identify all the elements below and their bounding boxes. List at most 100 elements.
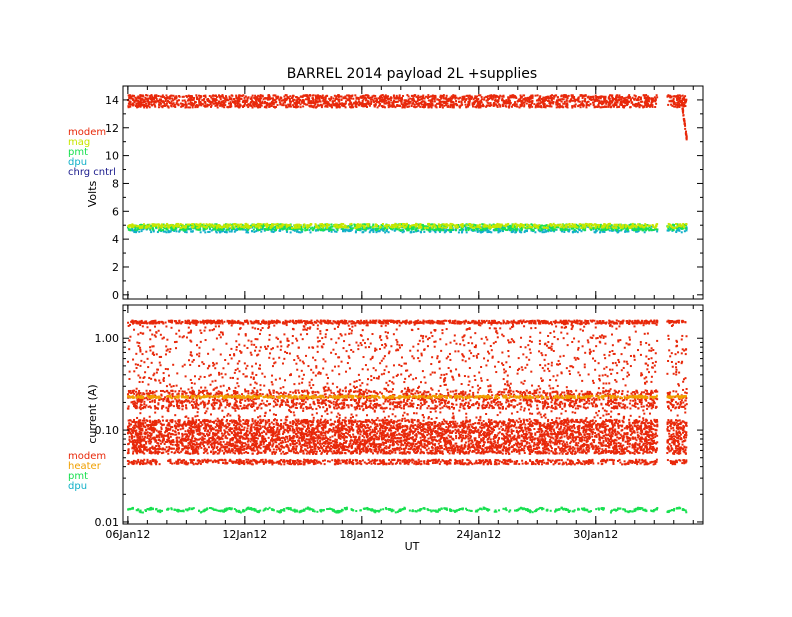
data-point: [154, 104, 156, 106]
data-point: [387, 104, 389, 106]
data-point: [311, 106, 313, 108]
data-point: [222, 95, 224, 97]
data-point: [321, 96, 323, 98]
data-point: [498, 97, 500, 99]
data-point: [566, 100, 568, 102]
data-point: [253, 104, 255, 106]
data-point: [345, 229, 347, 231]
data-point: [633, 104, 635, 106]
data-point: [422, 96, 424, 98]
data-point: [153, 98, 155, 100]
data-point: [582, 103, 584, 105]
data-point: [678, 230, 680, 232]
y-tick-label: 0: [112, 289, 119, 302]
data-point: [539, 97, 541, 99]
data-point: [166, 231, 168, 233]
data-point: [569, 229, 571, 231]
data-point: [550, 223, 552, 225]
data-point: [149, 224, 151, 226]
data-point: [151, 104, 153, 106]
data-point: [301, 102, 303, 104]
data-point: [588, 104, 590, 106]
data-point: [250, 102, 252, 104]
data-point: [178, 225, 180, 227]
data-point: [588, 101, 590, 103]
data-point: [578, 96, 580, 98]
data-point: [455, 100, 457, 102]
data-point: [494, 224, 496, 226]
data-point: [541, 229, 543, 231]
data-point: [574, 105, 576, 107]
data-point: [651, 99, 653, 101]
data-point: [670, 225, 672, 227]
data-point: [586, 103, 588, 105]
data-point: [598, 101, 600, 103]
data-point: [181, 226, 183, 228]
data-point: [220, 98, 222, 100]
data-point: [547, 224, 549, 226]
data-point: [685, 99, 687, 101]
data-point: [443, 94, 445, 96]
data-point: [385, 94, 387, 96]
data-point: [231, 94, 233, 96]
data-point: [493, 104, 495, 106]
data-point: [238, 99, 240, 101]
data-point: [235, 97, 237, 99]
data-point: [337, 229, 339, 231]
data-point: [639, 106, 641, 108]
data-point: [283, 95, 285, 97]
data-point: [316, 225, 318, 227]
data-point: [609, 230, 611, 232]
data-point: [417, 99, 419, 101]
data-point: [129, 224, 131, 226]
data-point: [399, 223, 401, 225]
data-point: [621, 96, 623, 98]
data-point: [379, 103, 381, 105]
data-point: [414, 104, 416, 106]
data-point: [223, 106, 225, 108]
data-point: [310, 228, 312, 230]
data-point: [460, 224, 462, 226]
data-point: [283, 99, 285, 101]
data-point: [190, 231, 192, 233]
data-point: [331, 223, 333, 225]
data-point: [584, 225, 586, 227]
data-point: [326, 227, 328, 229]
data-point: [614, 227, 616, 229]
data-point: [320, 104, 322, 106]
data-point: [299, 226, 301, 228]
data-point: [411, 224, 413, 226]
data-point: [495, 96, 497, 98]
data-point: [257, 106, 259, 108]
data-point: [445, 227, 447, 229]
data-point: [367, 96, 369, 98]
data-point: [564, 101, 566, 103]
data-point: [542, 100, 544, 102]
data-point: [423, 101, 425, 103]
data-point: [247, 231, 249, 233]
data-point: [456, 104, 458, 106]
data-point: [557, 96, 559, 98]
data-point: [193, 97, 195, 99]
data-point: [684, 122, 686, 124]
data-point: [136, 229, 138, 231]
data-point: [203, 105, 205, 107]
data-point: [515, 223, 517, 225]
data-point: [478, 105, 480, 107]
data-point: [472, 104, 474, 106]
data-point: [514, 95, 516, 97]
data-point: [609, 103, 611, 105]
data-point: [393, 226, 395, 228]
data-point: [130, 226, 132, 228]
data-point: [390, 97, 392, 99]
data-point: [279, 225, 281, 227]
data-point: [344, 224, 346, 226]
data-point: [161, 223, 163, 225]
data-point: [685, 133, 687, 135]
data-point: [630, 98, 632, 100]
data-point: [512, 226, 514, 228]
data-point: [235, 102, 237, 104]
data-point: [621, 226, 623, 228]
data-point: [174, 106, 176, 108]
data-point: [526, 227, 528, 229]
